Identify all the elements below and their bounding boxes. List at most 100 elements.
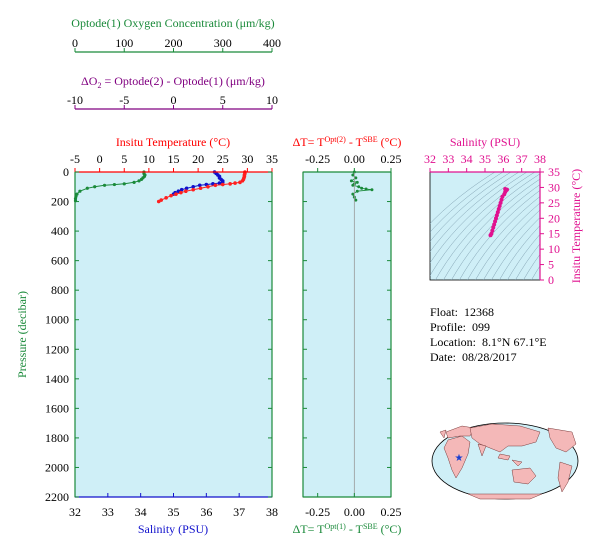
ts-density-contour [430, 172, 496, 224]
temperature-axis-tick-label: 25 [217, 152, 229, 166]
float-info-panel: Float: 12368 Profile: 099 Location: 8.1°… [430, 305, 547, 365]
temperature-axis-tick-label: 0 [97, 152, 103, 166]
ts-x-tick-label: 34 [461, 152, 473, 166]
ts-x-tick-label: 36 [497, 152, 509, 166]
temperature-profile-point [213, 183, 218, 188]
ts-density-contour [430, 172, 520, 253]
delta-o2-axis-title: ΔO2 = Optode(2) - Optode(1) (μm/kg) [81, 74, 265, 90]
ts-point [498, 200, 503, 205]
ts-density-contour [491, 217, 540, 280]
date-value: 08/28/2017 [462, 350, 517, 364]
temperature-profile-point [206, 184, 210, 189]
temperature-axis-tick-label: 10 [143, 152, 155, 166]
pressure-axis-tick-label: 800 [51, 283, 69, 297]
salinity-axis-title: Salinity (PSU) [138, 522, 208, 536]
oxygen-axis-tick-label: 200 [165, 36, 183, 50]
delta-t-bottom-tick-label: 0.25 [381, 505, 402, 519]
ts-density-contour [451, 184, 540, 280]
oxygen-axis-tick-label: 0 [72, 36, 78, 50]
salinity-axis-tick-label: 34 [135, 505, 147, 519]
ts-density-contour [430, 172, 536, 277]
temperature-axis-tick-label: 15 [168, 152, 180, 166]
oxygen-axis-tick-label: 300 [214, 36, 232, 50]
delta-o2-axis-tick-label: 5 [220, 93, 226, 107]
ts-panel-background [429, 171, 541, 281]
salinity-axis-tick-label: 36 [200, 505, 212, 519]
oxygen-axis-title: Optode(1) Oxygen Concentration (μm/kg) [71, 16, 274, 30]
ts-x-tick-label: 35 [479, 152, 491, 166]
ts-point [488, 233, 493, 238]
ts-y-tick-label: 15 [548, 227, 560, 241]
date-label: Date: [430, 350, 456, 364]
oxygen-profile-point [132, 180, 136, 184]
ts-density-contour [430, 172, 512, 242]
pressure-axis-tick-label: 1600 [45, 401, 69, 415]
profile-value: 099 [472, 320, 490, 334]
salinity-axis-tick-label: 37 [233, 505, 245, 519]
ts-point [491, 225, 496, 230]
float-value: 12368 [464, 305, 495, 319]
ts-density-contour [499, 225, 540, 280]
ts-y-tick-label: 5 [548, 258, 554, 272]
ts-density-contour [483, 209, 540, 280]
oxygen-axis-tick-label: 100 [115, 36, 133, 50]
delta-o2-axis-tick-label: 0 [171, 93, 177, 107]
ts-density-contour [558, 162, 608, 290]
ts-point [490, 228, 495, 233]
temperature-profile-point [179, 190, 183, 195]
salinity-axis-tick-label: 32 [69, 505, 81, 519]
ts-y-tick-label: 30 [548, 180, 560, 194]
salinity-axis: 32 33 34 35 36 37 38 Salinity (PSU) [69, 493, 278, 536]
oxygen-profile-point [85, 186, 89, 190]
delta-o2-axis-tick-label: 10 [266, 93, 278, 107]
temperature-profile-point [191, 187, 195, 192]
ts-x-tick-label: 32 [424, 152, 436, 166]
ts-point [500, 194, 505, 199]
salinity-profile-point [197, 183, 202, 188]
delta-t-top-tick-label: 0.25 [381, 152, 402, 166]
ts-density-contour [531, 265, 540, 280]
oxygen-profile-point [139, 177, 144, 181]
oxygen-profile-point [137, 179, 141, 183]
pressure-axis-tick-label: 1200 [45, 342, 69, 356]
ts-density-contours [430, 162, 608, 290]
delta-t-top-tick-label: 0.00 [344, 152, 365, 166]
ts-x-title: Salinity (PSU) [450, 135, 520, 149]
delta-o2-axis-tick-label: -5 [119, 93, 129, 107]
temperature-profile-point [233, 181, 237, 185]
temperature-axis-tick-label: 5 [121, 152, 127, 166]
world-map: ★ [431, 422, 579, 500]
salinity-axis-tick-label: 33 [102, 505, 114, 519]
delta-t-axis: -0.25 -0.25 0.00 0.00 0.25 0.25 ΔT= TOpt(2) - … [293, 135, 402, 536]
ts-density-contour [435, 173, 540, 280]
pressure-axis-tick-label: 200 [51, 195, 69, 209]
ts-density-contour [459, 190, 540, 280]
pressure-axis-title: Pressure (decibar) [15, 291, 29, 378]
ts-point [493, 219, 498, 224]
ts-density-contour [507, 234, 540, 280]
ts-x-tick-label: 38 [534, 152, 546, 166]
temperature-axis-tick-label: 35 [266, 152, 278, 166]
temperature-profile-point [164, 196, 168, 200]
ts-density-contour [598, 162, 608, 290]
ts-y-tick-label: 35 [548, 165, 560, 179]
temperature-axis-tick-label: 20 [192, 152, 204, 166]
profile-label: Profile: [430, 320, 466, 334]
ts-point [494, 216, 498, 221]
temperature-profile-point [156, 199, 161, 204]
salinity-profile-point [191, 184, 195, 189]
oxygen-profile [73, 170, 147, 203]
oxygen-axis-tick-label: 400 [263, 36, 281, 50]
map-land [439, 423, 577, 500]
temperature-profile-point [228, 182, 232, 186]
temperature-profile-point [238, 180, 242, 185]
ts-y-tick-label: 10 [548, 242, 560, 256]
salinity-axis-tick-label: 35 [168, 505, 180, 519]
temperature-axis-title: Insitu Temperature (°C) [116, 135, 230, 149]
delta-t-panel-background [302, 171, 392, 498]
ts-point [494, 213, 499, 218]
pressure-axis-tick-label: 0 [63, 165, 69, 179]
ts-y-tick-label: 20 [548, 211, 560, 225]
salinity-profile-point [184, 186, 189, 191]
